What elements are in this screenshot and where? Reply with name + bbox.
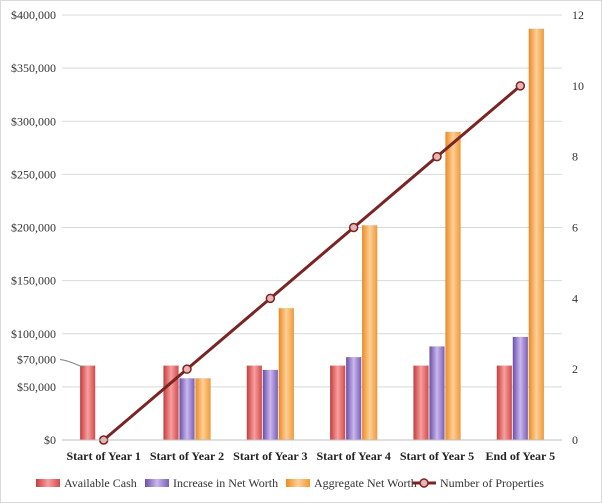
bar-cap [81,362,95,366]
bar [79,365,96,441]
available-cash-annotation-label: $70,000 [17,353,56,367]
y-right-tick-label: 6 [572,221,578,235]
bar-cap [529,25,543,29]
legend-label: Available Cash [64,476,137,490]
y-right-tick-label: 8 [572,150,578,164]
bar-cap [430,343,444,347]
bar-cap [247,362,261,366]
y-left-tick-label: $200,000 [11,221,56,235]
y-left-tick-label: $300,000 [11,114,56,128]
x-category-label: End of Year 5 [485,449,555,463]
y-left-tick-label: $150,000 [11,274,56,288]
bar [195,378,211,441]
bar [179,378,195,441]
bar [262,369,279,441]
bar-cap [497,362,511,366]
annotation-leader-line [59,359,85,369]
y-left-tick-label: $250,000 [11,167,56,181]
x-category-label: Start of Year 3 [233,449,307,463]
y-left-tick-label: $400,000 [11,8,56,22]
bar [413,365,429,441]
line-point [348,222,359,233]
legend-label: Increase in Net Worth [173,476,278,490]
line-point [182,364,192,374]
bar [345,356,362,441]
line-point [515,81,526,91]
y-left-tick-label: $100,000 [11,327,56,341]
bar-cap [164,362,178,366]
y-right-tick-label: 0 [572,433,578,447]
bar-cap [347,354,361,358]
y-right-tick-label: 2 [572,362,578,376]
y-left-tick-label: $0 [44,433,56,447]
bar [361,225,378,441]
bar-cap [180,375,194,379]
bar [329,365,346,441]
bar [246,365,263,441]
line-point [265,293,276,304]
legend-swatch [286,479,310,487]
legend-swatch [145,479,169,487]
x-category-label: Start of Year 2 [150,449,224,463]
bar-cap [263,366,277,370]
legend-label: Aggregate Net Worth [314,476,417,490]
y-left-tick-label: $350,000 [11,61,56,75]
bar [512,336,529,441]
bar-cap [196,375,210,379]
bar-cap [513,333,527,337]
y-right-tick-label: 10 [572,79,584,93]
x-category-label: Start of Year 4 [317,449,391,463]
bar [278,308,295,441]
bar [528,28,545,441]
bar [496,365,513,441]
y-right-tick-label: 4 [572,291,578,305]
bar [445,131,461,441]
legend-marker [419,478,429,488]
bar-cap [414,362,428,366]
y-right-tick-label: 12 [572,8,584,22]
legend-label: Number of Properties [440,476,544,490]
x-category-label: Start of Year 1 [67,449,141,463]
bar-cap [279,305,293,309]
legend-swatch [36,479,60,487]
y-left-tick-label: $50,000 [17,380,56,394]
properties-line [102,84,522,442]
x-category-label: Start of Year 5 [400,449,474,463]
bar-cap [446,128,460,132]
bar-cap [331,362,345,366]
line-point [432,151,442,162]
bar-cap [363,222,377,226]
bar [429,346,445,441]
